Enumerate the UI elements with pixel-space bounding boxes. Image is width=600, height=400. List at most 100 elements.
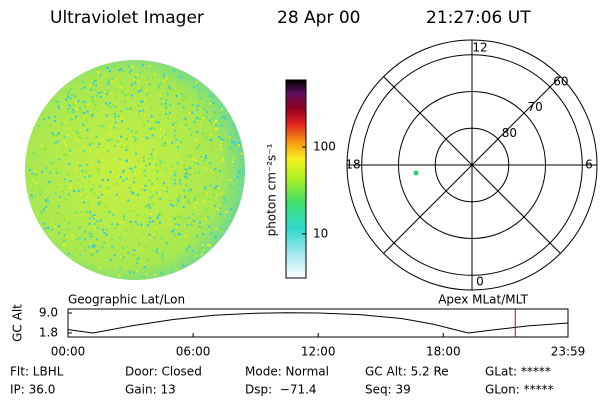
speckle: [71, 237, 74, 240]
speckle: [79, 254, 82, 257]
y-axis-label: GC Alt: [11, 304, 25, 342]
speckle: [77, 185, 80, 188]
speckle: [172, 89, 175, 92]
speckle: [99, 202, 102, 205]
speckle: [120, 68, 123, 71]
speckle: [74, 138, 77, 141]
speckle: [170, 76, 173, 79]
speckle: [129, 107, 132, 110]
colorbar-label: photon cm⁻²s⁻¹: [265, 143, 279, 236]
speckle: [188, 127, 191, 130]
speckle: [91, 85, 94, 88]
speckle: [130, 94, 133, 97]
speckle: [217, 186, 220, 189]
speckle: [97, 167, 100, 170]
speckle: [165, 99, 168, 102]
speckle: [85, 163, 88, 166]
speckle: [120, 81, 123, 84]
speckle: [133, 140, 136, 143]
speckle: [193, 121, 196, 124]
speckle: [84, 238, 87, 241]
speckle: [194, 254, 197, 257]
speckle: [137, 257, 140, 260]
speckle: [236, 183, 239, 186]
speckle: [197, 196, 200, 199]
speckle: [233, 141, 236, 144]
speckle: [173, 234, 176, 237]
speckle: [155, 169, 158, 172]
speckle: [165, 77, 168, 80]
speckle: [158, 94, 161, 97]
speckle: [176, 81, 179, 84]
speckle: [185, 234, 188, 237]
speckle: [92, 79, 95, 82]
speckle: [151, 165, 154, 168]
speckle: [93, 79, 96, 82]
speckle: [183, 218, 186, 221]
speckle: [35, 182, 38, 185]
speckle: [164, 133, 167, 136]
speckle: [231, 160, 234, 163]
speckle: [199, 123, 202, 126]
speckle: [197, 104, 200, 107]
speckle: [63, 240, 66, 243]
speckle: [136, 213, 139, 216]
speckle: [167, 85, 170, 88]
speckle: [140, 223, 143, 226]
speckle: [55, 171, 58, 174]
speckle: [133, 249, 136, 252]
speckle: [189, 154, 192, 157]
speckle: [47, 226, 50, 229]
speckle: [195, 105, 198, 108]
info-field: Flt: LBHL: [10, 365, 64, 379]
speckle: [148, 179, 151, 182]
speckle: [98, 266, 101, 269]
speckle: [162, 142, 165, 145]
speckle: [34, 170, 37, 173]
speckle: [137, 183, 140, 186]
speckle: [106, 66, 109, 69]
speckle: [199, 215, 202, 218]
speckle: [90, 142, 93, 145]
speckle: [138, 72, 141, 75]
speckle: [186, 224, 189, 227]
speckle: [176, 114, 179, 117]
speckle: [89, 232, 92, 235]
speckle: [135, 131, 138, 134]
speckle: [47, 116, 50, 119]
speckle: [119, 222, 122, 225]
speckle: [119, 158, 122, 161]
colorbar-tick-label: 10: [313, 226, 328, 240]
speckle: [72, 111, 75, 114]
speckle: [204, 157, 207, 160]
speckle: [29, 169, 32, 172]
speckle: [115, 170, 118, 173]
speckle: [163, 137, 166, 140]
speckle: [195, 116, 198, 119]
speckle: [169, 115, 172, 118]
speckle: [164, 144, 167, 147]
speckle: [185, 124, 188, 127]
speckle: [159, 162, 162, 165]
speckle: [63, 141, 66, 144]
speckle: [205, 167, 208, 170]
speckle: [220, 108, 223, 111]
speckle: [69, 150, 72, 153]
speckle: [31, 196, 34, 199]
speckle: [202, 117, 205, 120]
speckle: [161, 262, 164, 265]
speckle: [208, 119, 211, 122]
speckle: [74, 117, 77, 120]
speckle: [202, 248, 205, 251]
speckle: [171, 141, 174, 144]
speckle: [188, 245, 191, 248]
speckle: [151, 157, 154, 160]
speckle: [104, 74, 107, 77]
mlt-label: 12: [472, 41, 487, 55]
speckle: [169, 177, 172, 180]
speckle: [51, 132, 54, 135]
speckle: [145, 136, 148, 139]
speckle: [111, 170, 114, 173]
speckle: [169, 223, 172, 226]
speckle: [138, 171, 141, 174]
